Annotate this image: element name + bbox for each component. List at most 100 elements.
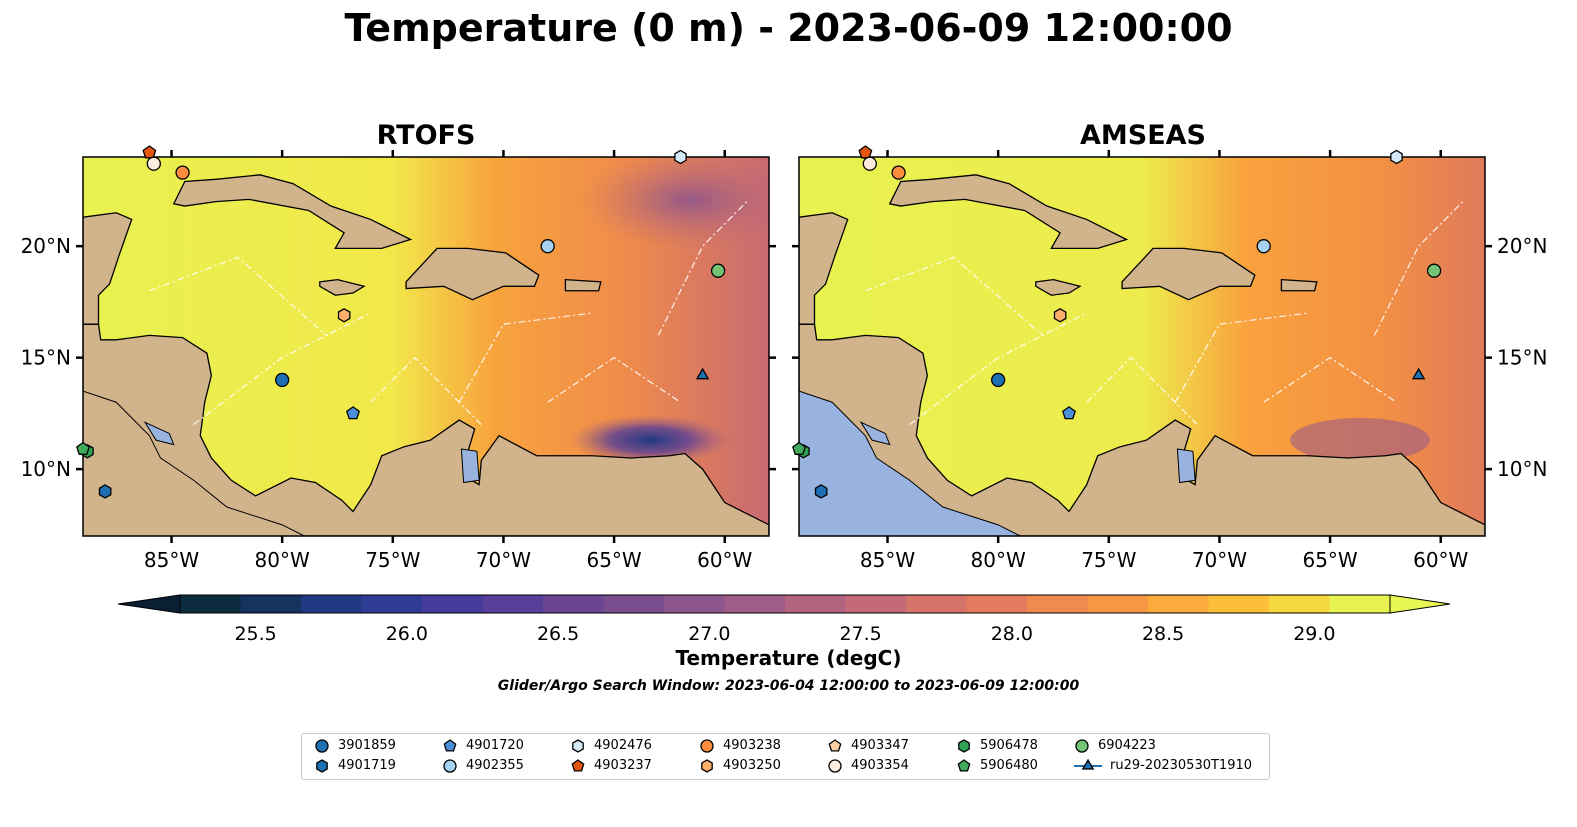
platform-marker	[1390, 149, 1403, 165]
legend-label: 4903237	[594, 758, 652, 773]
lat-tick-label: 20°N	[21, 234, 71, 258]
lon-tick-label: 85°W	[860, 548, 915, 572]
legend-label: 4901719	[338, 758, 396, 773]
colorbar-swatch	[664, 595, 725, 613]
legend-marker-shape	[316, 758, 328, 773]
lat-tick-label: 10°N	[21, 457, 71, 481]
legend-marker	[1075, 738, 1089, 753]
platform-marker	[337, 308, 351, 323]
legend: 3901859 4901719 4901720 4902355 4902476 49032…	[301, 733, 1270, 780]
land-polygon	[405, 247, 540, 301]
lat-tick-label: 10°N	[1497, 457, 1547, 481]
colorbar-tick-label: 27.5	[839, 623, 881, 645]
lon-tick-label: 85°W	[144, 548, 199, 572]
boundary-line	[909, 312, 1087, 426]
platform-marker	[146, 156, 161, 171]
land-polygon	[319, 278, 366, 296]
map-frame-amseas	[798, 156, 1486, 537]
colorbar-tick-label: 28.0	[991, 623, 1033, 645]
platform-markers	[76, 145, 1442, 499]
landmasses	[799, 174, 1485, 536]
legend-item: 4903250	[699, 757, 781, 775]
colorbar-swatch	[180, 595, 241, 613]
legend-item: 4901720	[442, 737, 524, 755]
legend-marker	[443, 738, 457, 752]
legend-item: 4902355	[442, 757, 524, 775]
land-polygon	[799, 323, 1485, 536]
legend-marker-shape	[701, 758, 713, 773]
lake	[859, 421, 891, 446]
legend-marker-shape	[1075, 738, 1089, 753]
land-polygon	[1121, 247, 1256, 301]
lat-tick-label: 15°N	[21, 346, 71, 370]
platform-marker	[1053, 308, 1067, 323]
legend-item: 4903347	[827, 737, 909, 755]
platform-marker	[275, 372, 290, 388]
lon-tick-label: 75°W	[1081, 548, 1136, 572]
colorbar-swatch	[1027, 595, 1088, 613]
legend-marker	[701, 758, 713, 773]
platform-marker	[98, 484, 112, 499]
landmasses	[83, 174, 769, 536]
legend-marker-shape	[443, 758, 457, 773]
colorbar-tick-label: 25.5	[234, 623, 276, 645]
legend-item: 4902476	[570, 737, 652, 755]
legend-marker-shape	[315, 738, 329, 753]
colorbar-swatch	[1087, 595, 1149, 613]
platform-marker	[891, 165, 906, 180]
lon-tick-label: 80°W	[971, 548, 1026, 572]
pacific-region	[799, 390, 1021, 536]
panel-title-amseas: AMSEAS	[1080, 120, 1206, 151]
legend-label: 4903250	[723, 758, 781, 773]
legend-item: 4903238	[699, 737, 781, 755]
lat-tick-label: 20°N	[1497, 234, 1547, 258]
search-window-caption: Glider/Argo Search Window: 2023-06-04 12…	[497, 678, 1080, 694]
colorbar-swatch	[240, 595, 302, 613]
legend-marker-shape	[957, 758, 971, 772]
lon-tick-label: 70°W	[476, 548, 531, 572]
land-polygon	[1035, 278, 1082, 296]
land-polygon	[1280, 278, 1318, 292]
colorbar-under-extension	[117, 594, 181, 614]
lon-tick-label: 65°W	[586, 548, 641, 572]
land-polygon	[83, 212, 133, 325]
platform-marker	[674, 149, 687, 165]
boundary-line	[149, 256, 327, 336]
lon-tick-label: 70°W	[1192, 548, 1247, 572]
pacific-region	[83, 390, 305, 536]
legend-label: 4902476	[594, 738, 652, 753]
legend-item: 4903354	[827, 757, 909, 775]
platform-marker	[1062, 406, 1076, 420]
colorbar-swatch	[422, 595, 483, 613]
platform-marker	[142, 145, 157, 159]
legend-marker	[700, 738, 714, 753]
colorbar-swatch	[603, 595, 665, 613]
legend-marker	[958, 738, 970, 753]
legend-marker	[571, 758, 585, 772]
colorbar-swatch	[845, 595, 907, 613]
legend-label: ru29-20230530T1910	[1110, 758, 1253, 773]
colorbar-tick-label: 26.5	[537, 623, 579, 645]
legend-label: 3901859	[338, 738, 396, 753]
lon-tick-label: 75°W	[365, 548, 420, 572]
colorbar: 25.5 26.0 26.5 27.0 27.5 28.0 28.5 29.0	[117, 594, 1451, 645]
legend-marker	[315, 738, 329, 753]
legend-marker	[443, 758, 457, 773]
land-polygon	[83, 323, 769, 536]
colorbar-swatch	[543, 595, 604, 613]
platform-marker	[991, 372, 1006, 388]
figure-title: Temperature (0 m) - 2023-06-09 12:00:00	[344, 6, 1233, 50]
legend-label: 5906480	[980, 758, 1038, 773]
upwelling-cold-patch	[1290, 418, 1430, 462]
boundary-line	[1263, 356, 1397, 403]
legend-item: 5906480	[956, 757, 1038, 775]
lake	[143, 421, 175, 446]
map-axes: 85°W 80°W 75°W 70°W 65°W 60°W 20°N 15°N 10°N 85°W…	[21, 150, 1547, 572]
colorbar-title: Temperature (degC)	[675, 646, 902, 670]
legend-label: 4901720	[466, 738, 524, 753]
land-polygon	[172, 174, 413, 250]
land-polygon	[799, 212, 849, 325]
legend-marker	[1074, 758, 1102, 770]
panel-title-rtofs: RTOFS	[376, 120, 476, 151]
colorbar-swatches	[117, 594, 1451, 614]
